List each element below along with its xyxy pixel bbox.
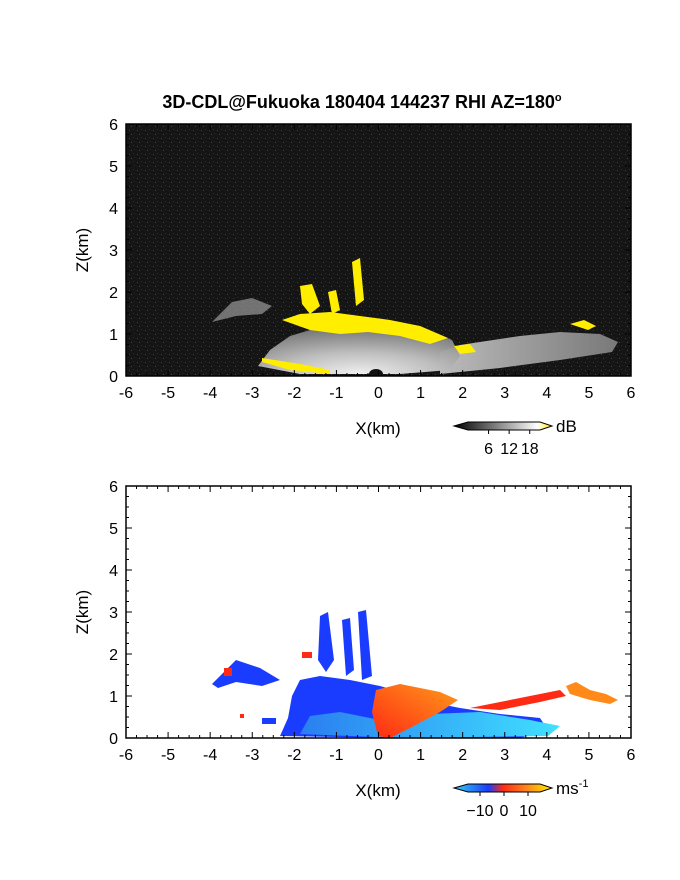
far-echo-region (440, 332, 618, 374)
reflectivity-colorbar-unit: dB (556, 417, 577, 436)
high-reflectivity-plume-3 (352, 258, 364, 306)
lidar-site-marker (369, 369, 383, 376)
x-tick-label: 5 (584, 385, 593, 402)
figure-title: 3D-CDL@Fukuoka 180404 144237 RHI AZ=180o (162, 92, 562, 112)
colorbar-tick-label: −10 (466, 803, 493, 820)
colorbar-tick-label: 18 (521, 441, 539, 458)
y-tick-label: 3 (109, 243, 118, 260)
velocity-panel: -6 -5 -4 -3 -2 -1 0 1 2 3 4 5 6 0 1 2 3 4 5 6 X(km) Z(km) m… (73, 479, 636, 820)
y-tick-label: 1 (109, 689, 118, 706)
reflectivity-colorbar: dB 6 12 18 (452, 417, 577, 458)
high-reflectivity-mid (454, 344, 476, 354)
x-tick-label: -1 (329, 747, 343, 764)
x-tick-label: -6 (119, 385, 133, 402)
x-tick-label: -6 (119, 747, 133, 764)
x-tick-label: 1 (416, 385, 425, 402)
colorbar-tick-label: 6 (484, 441, 493, 458)
x-tick-label: 6 (627, 747, 636, 764)
y-tick-label: 2 (109, 285, 118, 302)
y-tick-label: 2 (109, 647, 118, 664)
x-tick-label: 2 (458, 385, 467, 402)
x-tick-label: 3 (500, 747, 509, 764)
velocity-plume-1 (318, 612, 334, 672)
velocity-colorbar-unit: ms-1 (556, 778, 588, 798)
x-tick-label: 4 (542, 747, 551, 764)
x-tick-label: -2 (287, 385, 301, 402)
x-tick-label: -5 (161, 747, 175, 764)
x-tick-label: 0 (374, 385, 383, 402)
left-faint-echo (212, 298, 272, 322)
x-tick-label: -4 (203, 747, 217, 764)
y-tick-label: 1 (109, 327, 118, 344)
y-tick-label: 4 (109, 563, 118, 580)
colorbar-tick-label: 10 (519, 803, 537, 820)
x-tick-label: -3 (245, 385, 259, 402)
velocity-ylabel: Z(km) (73, 590, 92, 634)
colorbar-tick-label: 12 (500, 441, 518, 458)
reflectivity-xlabel: X(km) (355, 419, 400, 438)
x-tick-label: -2 (287, 747, 301, 764)
y-tick-label: 6 (109, 479, 118, 496)
x-tick-label: 4 (542, 385, 551, 402)
high-reflectivity-edge (262, 358, 330, 374)
high-reflectivity-plume-2 (328, 290, 340, 314)
velocity-plume-3 (358, 610, 372, 680)
y-tick-label: 0 (109, 369, 118, 386)
y-tick-label: 4 (109, 201, 118, 218)
x-tick-label: 2 (458, 747, 467, 764)
x-tick-label: 5 (584, 747, 593, 764)
velocity-cyan-region (300, 712, 560, 738)
y-tick-label: 5 (109, 159, 118, 176)
velocity-left-scatter (212, 660, 280, 688)
velocity-plume-2 (342, 618, 354, 676)
high-reflectivity-far (570, 320, 596, 330)
x-tick-label: 1 (416, 747, 425, 764)
velocity-colorbar: ms-1 −10 0 10 (452, 778, 588, 820)
velocity-red-fan (372, 684, 458, 738)
high-reflectivity-plume-1 (300, 284, 320, 314)
velocity-orange-far (566, 682, 618, 704)
colorbar-tick-label: 0 (500, 803, 509, 820)
reflectivity-ylabel: Z(km) (73, 228, 92, 272)
x-tick-label: 0 (374, 747, 383, 764)
x-tick-label: 3 (500, 385, 509, 402)
x-tick-label: -3 (245, 747, 259, 764)
x-tick-label: -4 (203, 385, 217, 402)
high-reflectivity-band (282, 312, 448, 344)
x-tick-label: 6 (627, 385, 636, 402)
y-tick-label: 3 (109, 605, 118, 622)
y-tick-label: 0 (109, 731, 118, 748)
velocity-red-far (470, 690, 566, 710)
y-tick-label: 6 (109, 117, 118, 134)
x-tick-label: -5 (161, 385, 175, 402)
x-tick-label: -1 (329, 385, 343, 402)
velocity-ticks: -6 -5 -4 -3 -2 -1 0 1 2 3 4 5 6 0 1 2 3 4 5 6 (109, 479, 635, 764)
reflectivity-ticks: -6 -5 -4 -3 -2 -1 0 1 2 3 4 5 6 0 1 2 3 4 5 6 (109, 117, 635, 402)
velocity-xlabel: X(km) (355, 781, 400, 800)
y-tick-label: 5 (109, 521, 118, 538)
